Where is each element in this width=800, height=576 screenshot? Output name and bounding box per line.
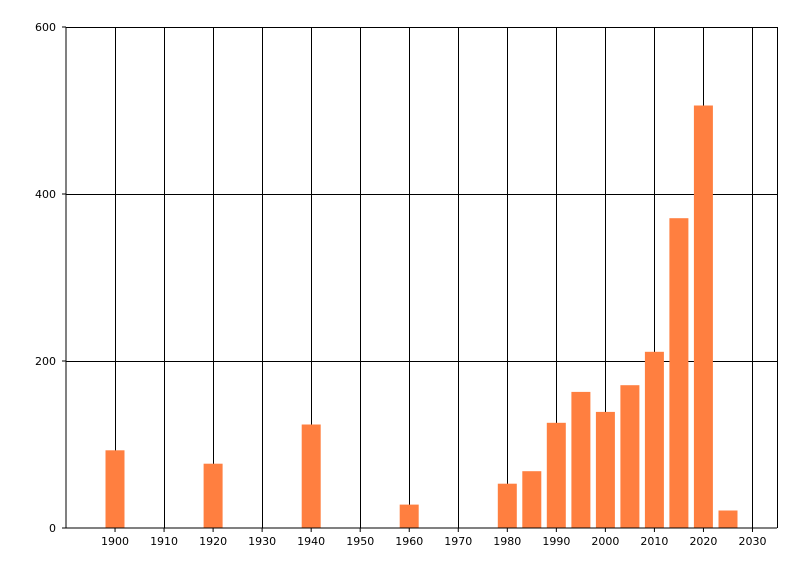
bar	[203, 463, 223, 528]
x-tick-label: 1940	[297, 535, 325, 548]
x-tick-label: 1930	[248, 535, 276, 548]
x-tick-label: 1950	[346, 535, 374, 548]
bar	[718, 510, 738, 528]
bar	[620, 385, 640, 528]
bar	[595, 411, 615, 528]
x-tick-label: 1900	[101, 535, 129, 548]
y-tick-label: 0	[49, 522, 56, 535]
x-tick-label: 1970	[444, 535, 472, 548]
x-tick-label: 2000	[591, 535, 619, 548]
x-tick-label: 1980	[493, 535, 521, 548]
bar	[644, 351, 664, 528]
axes	[65, 27, 777, 529]
bar	[571, 391, 591, 528]
bar	[399, 504, 419, 528]
x-tick-label: 2010	[640, 535, 668, 548]
x-tick-label: 1990	[542, 535, 570, 548]
x-tick-labels: 1900 1910 1920 1930 1940 1950 1960 1970 1980 1990…	[101, 528, 766, 548]
bar	[105, 450, 125, 528]
x-tick-label: 1920	[199, 535, 227, 548]
y-tick-label: 400	[35, 188, 56, 201]
bar	[497, 483, 517, 528]
bar	[522, 471, 542, 528]
y-tick-label: 200	[35, 355, 56, 368]
bar	[693, 105, 713, 528]
y-tick-label: 600	[35, 21, 56, 34]
x-tick-label: 2020	[689, 535, 717, 548]
bar	[669, 218, 689, 528]
bar	[546, 422, 566, 528]
bar	[301, 424, 321, 528]
x-tick-label: 1960	[395, 535, 423, 548]
x-tick-label: 2030	[738, 535, 766, 548]
bars	[105, 105, 738, 528]
x-tick-label: 1910	[150, 535, 178, 548]
y-tick-labels: 0 200 400 600	[35, 21, 66, 535]
